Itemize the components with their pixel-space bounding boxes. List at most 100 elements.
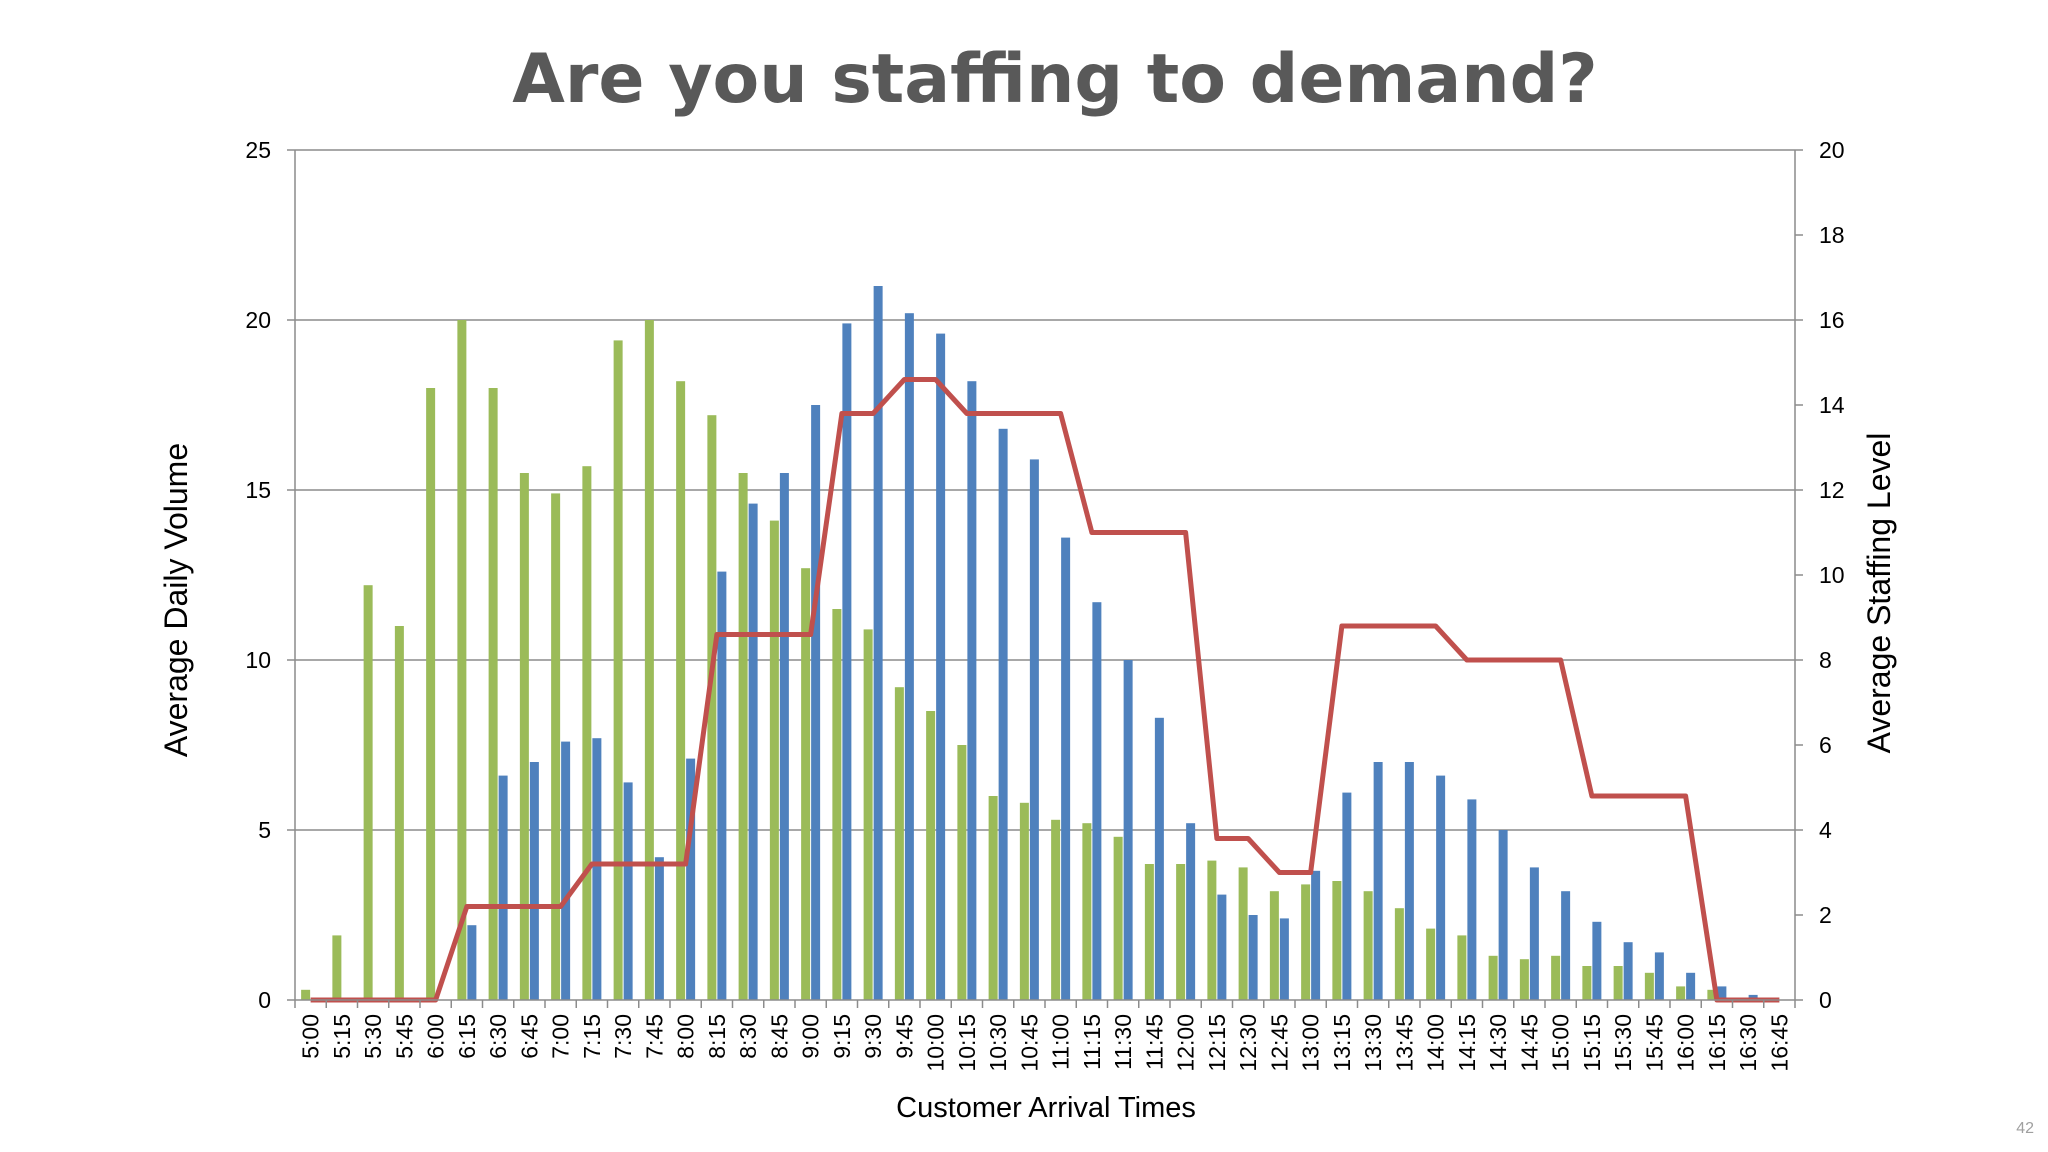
bar-green bbox=[926, 711, 936, 1000]
bar-blue bbox=[1404, 762, 1414, 1000]
bar-green bbox=[1394, 908, 1404, 1000]
bar-green bbox=[1082, 823, 1092, 1000]
bar-green bbox=[832, 609, 842, 1000]
bar-green bbox=[1426, 928, 1436, 1000]
y2-tick-label: 8 bbox=[1819, 647, 1832, 673]
x-tick-label: 12:30 bbox=[1235, 1014, 1261, 1072]
x-tick-label: 9:45 bbox=[891, 1014, 917, 1059]
page-number: 42 bbox=[2016, 1120, 2034, 1137]
bar-green bbox=[332, 935, 342, 1000]
x-tick-label: 14:15 bbox=[1454, 1014, 1480, 1072]
bar-blue bbox=[1467, 799, 1477, 1000]
y2-tick-label: 18 bbox=[1819, 222, 1845, 248]
bar-green bbox=[1519, 959, 1529, 1000]
bar-blue bbox=[967, 381, 977, 1000]
bar-green bbox=[676, 381, 686, 1000]
x-tick-label: 7:30 bbox=[610, 1014, 636, 1059]
x-tick-label: 10:00 bbox=[923, 1014, 949, 1072]
x-tick-label: 5:00 bbox=[298, 1014, 324, 1059]
bar-blue bbox=[717, 571, 727, 1000]
x-tick-label: 5:30 bbox=[360, 1014, 386, 1059]
bar-green bbox=[1144, 864, 1154, 1000]
x-tick-label: 6:45 bbox=[516, 1014, 542, 1059]
bar-green bbox=[1582, 966, 1592, 1000]
bar-blue bbox=[686, 758, 696, 1000]
bar-blue bbox=[1717, 986, 1727, 1000]
bar-green bbox=[1051, 819, 1061, 1000]
staffing-line-layer bbox=[310, 377, 1780, 1003]
bar-blue bbox=[873, 286, 883, 1000]
x-tick-label: 9:15 bbox=[829, 1014, 855, 1059]
bar-green bbox=[988, 796, 998, 1000]
bar-blue bbox=[529, 762, 539, 1000]
x-tick-label: 11:00 bbox=[1048, 1014, 1074, 1070]
y-tick-label: 20 bbox=[245, 307, 271, 333]
x-tick-label: 7:45 bbox=[641, 1014, 667, 1059]
x-tick-label: 8:00 bbox=[673, 1014, 699, 1059]
bar-green bbox=[582, 466, 592, 1000]
x-tick-label: 15:45 bbox=[1641, 1014, 1667, 1072]
tick-labels: 0 5 10 15 20 25 0 2 4 6 8 10 12 14 16 18 20 5:00 5:15 5:30 5… bbox=[245, 137, 1844, 1072]
x-tick-label: 16:00 bbox=[1673, 1014, 1699, 1072]
y2-tick-label: 4 bbox=[1819, 817, 1832, 843]
bar-green bbox=[769, 520, 779, 1000]
bar-blue bbox=[1529, 867, 1539, 1000]
x-tick-label: 15:00 bbox=[1548, 1014, 1574, 1072]
bar-blue bbox=[998, 428, 1008, 1000]
x-tick-label: 12:15 bbox=[1204, 1014, 1230, 1072]
x-tick-label: 6:30 bbox=[485, 1014, 511, 1059]
bar-blue bbox=[1373, 762, 1383, 1000]
x-tick-label: 7:15 bbox=[579, 1014, 605, 1059]
x-tick-label: 12:00 bbox=[1173, 1014, 1199, 1072]
bar-blue bbox=[1654, 952, 1664, 1000]
bar-blue bbox=[1561, 891, 1571, 1000]
bar-blue bbox=[1123, 660, 1133, 1000]
bar-green bbox=[1707, 989, 1717, 1000]
bar-green bbox=[1301, 884, 1311, 1000]
bar-blue bbox=[1436, 775, 1446, 1000]
x-tick-label: 16:15 bbox=[1704, 1014, 1730, 1072]
bar-green bbox=[551, 493, 561, 1000]
bar-blue bbox=[498, 775, 508, 1000]
x-tick-label: 10:30 bbox=[985, 1014, 1011, 1072]
y2-tick-label: 0 bbox=[1819, 987, 1832, 1013]
bar-green bbox=[957, 745, 967, 1000]
bar-green bbox=[519, 473, 529, 1000]
bar-blue bbox=[1217, 894, 1227, 1000]
x-tick-label: 5:45 bbox=[391, 1014, 417, 1059]
y2-tick-label: 10 bbox=[1819, 562, 1845, 588]
bar-green bbox=[894, 687, 904, 1000]
bar-blue bbox=[1498, 830, 1508, 1000]
bar-green bbox=[801, 568, 811, 1000]
bar-green bbox=[457, 320, 467, 1000]
y-tick-label: 0 bbox=[258, 987, 271, 1013]
bar-green bbox=[613, 340, 623, 1000]
x-tick-label: 13:15 bbox=[1329, 1014, 1355, 1072]
y-tick-label: 25 bbox=[245, 137, 271, 163]
bar-blue bbox=[561, 741, 571, 1000]
x-tick-label: 14:45 bbox=[1516, 1014, 1542, 1072]
bar-green bbox=[363, 585, 373, 1000]
axis-titles: Average Daily Volume Average Staffing Le… bbox=[158, 433, 1897, 1124]
bar-blue bbox=[842, 323, 852, 1000]
bar-blue bbox=[1311, 870, 1321, 1000]
y2-tick-label: 20 bbox=[1819, 137, 1845, 163]
y2-tick-label: 12 bbox=[1819, 477, 1845, 503]
x-axis-title: Customer Arrival Times bbox=[896, 1092, 1196, 1124]
y2-tick-label: 14 bbox=[1819, 392, 1845, 418]
bar-blue bbox=[779, 473, 789, 1000]
x-tick-label: 13:30 bbox=[1360, 1014, 1386, 1072]
bar-green bbox=[644, 320, 654, 1000]
axes bbox=[287, 149, 1803, 1008]
x-tick-label: 6:00 bbox=[423, 1014, 449, 1059]
x-tick-label: 8:45 bbox=[766, 1014, 792, 1059]
bar-blue bbox=[654, 857, 664, 1000]
x-tick-label: 8:30 bbox=[735, 1014, 761, 1059]
bar-blue bbox=[467, 925, 477, 1000]
y-tick-label: 10 bbox=[245, 647, 271, 673]
bar-green bbox=[301, 989, 311, 1000]
y2-tick-label: 6 bbox=[1819, 732, 1832, 758]
bar-green bbox=[1207, 860, 1217, 1000]
bar-blue bbox=[1592, 921, 1602, 1000]
bar-blue bbox=[1029, 459, 1039, 1000]
